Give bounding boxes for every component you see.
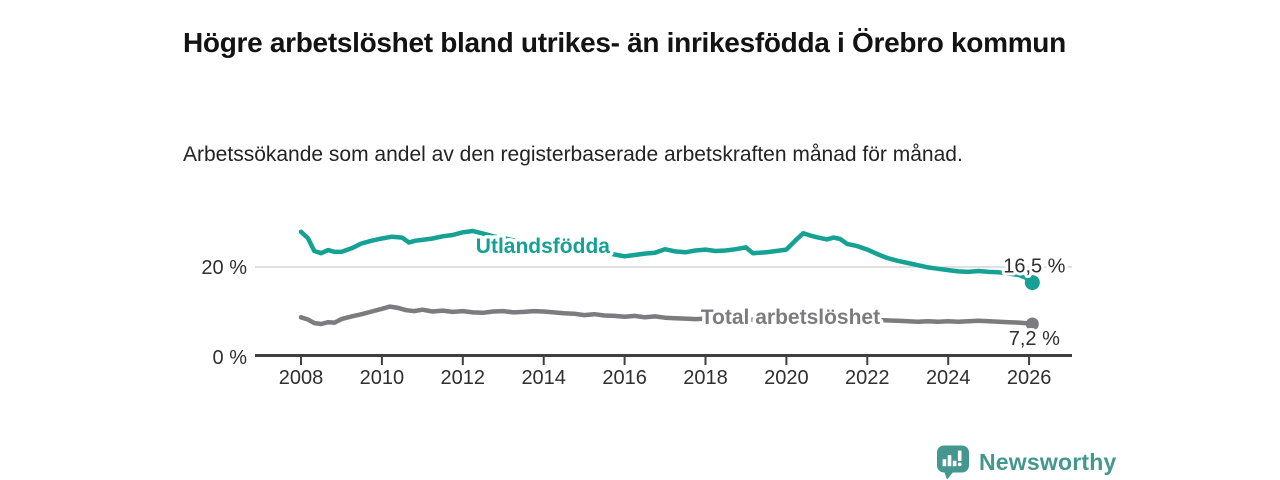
x-axis-tick-label: 2026 — [1007, 367, 1052, 389]
series-line-utlandsfodda — [298, 228, 1035, 285]
chart-labels: Utlandsfödda 16,5 % Total arbetslöshet 7,2 … — [472, 232, 1068, 353]
series-end-dot-utlandsfodda — [1024, 275, 1040, 291]
x-axis-tick-label: 2018 — [683, 367, 728, 389]
series-end-dot-total — [1025, 317, 1039, 331]
x-axis-tick-label: 2024 — [926, 367, 971, 389]
newsworthy-logo: Newsworthy — [936, 443, 1116, 480]
x-axis-tick-label: 2022 — [845, 367, 890, 389]
series-line-total — [298, 304, 1035, 327]
newsworthy-wordmark: Newsworthy — [979, 448, 1117, 475]
x-axis-tick-label: 2020 — [764, 367, 809, 389]
series-end-value-utlandsfodda: 16,5 % — [1003, 256, 1065, 278]
page-title: Högre arbetslöshet bland utrikes- än inr… — [183, 26, 1066, 58]
x-axis-tick-label: 2014 — [521, 367, 566, 389]
x-axis: 2008 2010 2012 2014 2016 2018 2020 2022 2024 2026 — [255, 354, 1072, 389]
x-axis-tick-label: 2012 — [441, 367, 486, 389]
x-axis-tick-label: 2016 — [602, 367, 647, 389]
x-axis-tick-label: 2010 — [360, 367, 405, 389]
series-lines — [298, 228, 1040, 331]
x-axis-tick-label: 2008 — [279, 367, 324, 389]
series-label-total: Total arbetslöshet — [701, 306, 880, 329]
page-subtitle: Arbetssökande som andel av den registerb… — [183, 143, 963, 166]
y-tick-label: 0 % — [213, 347, 248, 369]
gridlines: 0 % 20 % — [201, 257, 1072, 369]
bar-chart-glyph — [942, 450, 962, 467]
series-end-value-total: 7,2 % — [1009, 328, 1060, 350]
y-tick-label: 20 % — [201, 257, 247, 279]
speech-bubble-bar-chart-icon — [937, 445, 969, 480]
series-label-utlandsfodda: Utlandsfödda — [476, 235, 610, 258]
